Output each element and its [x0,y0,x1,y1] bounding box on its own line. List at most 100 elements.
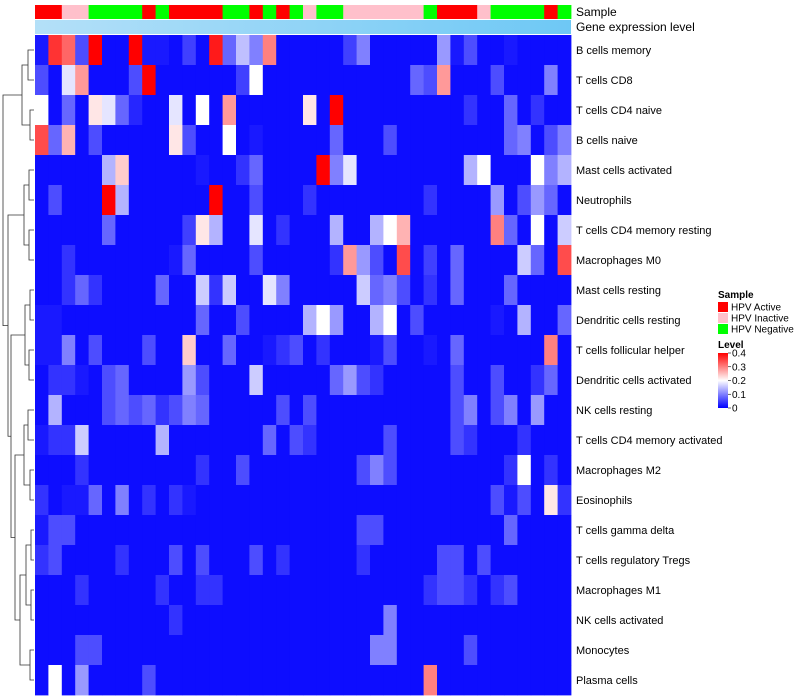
heatmap-cell [169,125,183,156]
heatmap-cell [276,365,290,396]
dendrogram-branch [30,529,34,561]
sample-annotation-cell [356,5,371,19]
heatmap-cell [463,365,478,396]
heatmap-cell [370,95,384,126]
heatmap-cell [463,275,478,306]
heatmap-cell [396,275,411,306]
heatmap-cell [142,215,156,246]
heatmap-cell [356,455,371,486]
heatmap-cell [303,185,317,216]
heatmap-cell [35,125,49,156]
heatmap-cell [61,545,76,576]
heatmap-cell [370,185,384,216]
heatmap-cell [463,185,478,216]
heatmap-cell [303,125,317,156]
heatmap-cell [477,65,491,96]
heatmap-cell [410,125,424,156]
heatmap-cell [169,335,183,366]
heatmap-cell [48,155,63,186]
heatmap-cell [142,515,156,546]
heatmap-cell [477,95,491,126]
heatmap-cell [102,575,116,606]
heatmap-cell [75,275,89,306]
dendrogram-branch [2,94,22,327]
heatmap-cell [316,215,331,246]
dendrogram-branch [29,649,34,681]
heatmap-cell [490,455,505,486]
heatmap-cell [517,275,532,306]
heatmap-cell [289,365,304,396]
heatmap-cell [490,635,505,666]
heatmap-cell [316,275,331,306]
heatmap-cell [530,185,545,216]
heatmap-cell [262,125,277,156]
heatmap-cell [343,605,357,636]
heatmap-cell [276,665,290,696]
heatmap-cell [155,425,170,456]
heatmap-cell [236,575,250,606]
heatmap-cell [383,305,398,336]
heatmap-cell [557,275,572,306]
heatmap-cell [222,395,237,426]
heatmap-cell [517,605,532,636]
heatmap-cell [423,515,438,546]
heatmap-cell [249,215,264,246]
heatmap-cell [75,35,89,66]
heatmap-cell [410,95,424,126]
heatmap-cell [276,515,290,546]
sample-annotation-cell [61,5,76,19]
heatmap-cell [35,485,49,516]
heatmap-cell [370,275,384,306]
sample-annotation-label: Sample [576,5,617,19]
heatmap-cell [343,365,357,396]
heatmap-cell [75,65,89,96]
heatmap-cell [544,515,558,546]
heatmap-cell [35,335,49,366]
heatmap-cell [329,455,344,486]
heatmap-cell [396,515,411,546]
sample-annotation-cell [289,5,304,19]
dendrogram-branch [21,64,30,126]
heatmap-cell [316,485,331,516]
heatmap-cell [48,245,63,276]
heatmap-cell [557,65,572,96]
heatmap-cell [343,65,357,96]
heatmap-cell [450,395,465,426]
legend-swatch [718,302,728,312]
heatmap-cell [437,425,451,456]
heatmap-cell [504,485,518,516]
heatmap-cell [303,665,317,696]
heatmap-cell [477,185,491,216]
heatmap-cell [115,515,130,546]
gene-expression-annotation-label: Gene expression level [576,20,695,34]
level-tick-label: 0 [732,404,738,415]
heatmap-cell [102,365,116,396]
heatmap-cell [88,35,103,66]
heatmap-cell [517,365,532,396]
sample-annotation-cell [236,5,250,19]
heatmap-cell [61,485,76,516]
heatmap-cell [35,515,49,546]
heatmap-cell [142,455,156,486]
heatmap-cell [155,635,170,666]
heatmap-cell [383,35,398,66]
heatmap-cell [316,125,331,156]
heatmap-cell [289,545,304,576]
heatmap-cell [383,575,398,606]
heatmap-cell [356,365,371,396]
heatmap-cell [128,305,143,336]
heatmap-cell [504,365,518,396]
heatmap-cell [423,35,438,66]
heatmap-cell [75,335,89,366]
heatmap-cell [222,305,237,336]
heatmap-cell [423,215,438,246]
heatmap-cell [88,125,103,156]
heatmap-cell [477,395,491,426]
heatmap-cell [262,605,277,636]
heatmap-cell [61,35,76,66]
heatmap-cell [370,155,384,186]
heatmap-cell [423,305,438,336]
dendrogram-branch [23,184,29,246]
heatmap-cell [329,275,344,306]
heatmap-cell [209,95,223,126]
